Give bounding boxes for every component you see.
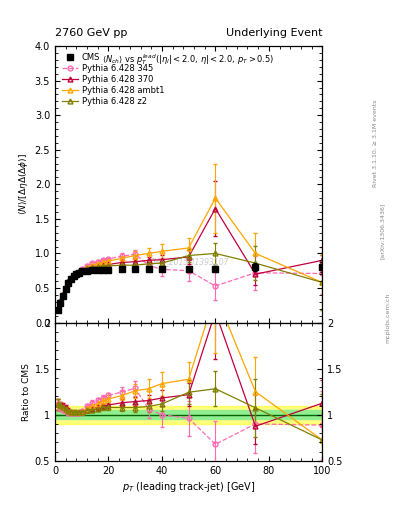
- Text: CMS_2015_I1393107: CMS_2015_I1393107: [149, 257, 229, 266]
- Bar: [55, 406, 322, 424]
- Text: Underlying Event: Underlying Event: [226, 28, 322, 38]
- Y-axis label: $\langle N\rangle/[\Delta\eta\Delta(\Delta\phi)]$: $\langle N\rangle/[\Delta\eta\Delta(\Del…: [18, 153, 31, 216]
- X-axis label: $p_T$ (leading track-jet) [GeV]: $p_T$ (leading track-jet) [GeV]: [122, 480, 255, 494]
- Text: Rivet 3.1.10, ≥ 3.1M events: Rivet 3.1.10, ≥ 3.1M events: [373, 100, 378, 187]
- Text: 2760 GeV pp: 2760 GeV pp: [55, 28, 127, 38]
- Bar: [55, 410, 322, 419]
- Y-axis label: Ratio to CMS: Ratio to CMS: [22, 362, 31, 421]
- Text: [arXiv:1306.3436]: [arXiv:1306.3436]: [380, 202, 384, 259]
- Legend: CMS, Pythia 6.428 345, Pythia 6.428 370, Pythia 6.428 ambt1, Pythia 6.428 z2: CMS, Pythia 6.428 345, Pythia 6.428 370,…: [59, 50, 167, 109]
- Text: $\langle N_{ch}\rangle$ vs $p_T^{lead}$($|\eta_l|<2.0$, $\eta|<2.0$, $p_T>0.5$): $\langle N_{ch}\rangle$ vs $p_T^{lead}$(…: [103, 52, 275, 67]
- Text: mcplots.cern.ch: mcplots.cern.ch: [386, 292, 391, 343]
